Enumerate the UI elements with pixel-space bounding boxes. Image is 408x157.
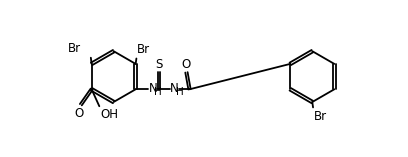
Text: H: H <box>176 87 184 97</box>
Text: H: H <box>154 87 162 97</box>
Text: N: N <box>149 82 157 95</box>
Text: Br: Br <box>68 42 81 55</box>
Text: Br: Br <box>314 110 327 123</box>
Text: O: O <box>182 58 191 71</box>
Text: Br: Br <box>137 43 150 56</box>
Text: OH: OH <box>100 108 118 121</box>
Text: S: S <box>155 58 162 71</box>
Text: O: O <box>75 107 84 120</box>
Text: N: N <box>170 82 179 95</box>
